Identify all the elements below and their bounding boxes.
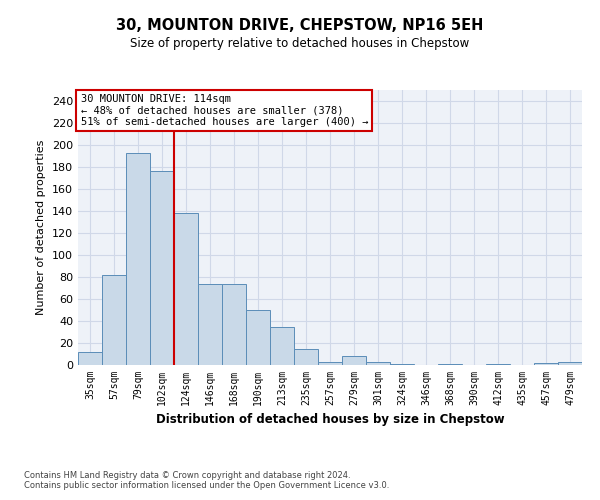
Bar: [294, 348, 318, 365]
Bar: [486, 364, 510, 365]
Bar: [342, 356, 366, 365]
Bar: [438, 364, 462, 365]
Bar: [198, 284, 222, 365]
Bar: [366, 362, 390, 365]
Bar: [534, 363, 558, 365]
Bar: [246, 310, 270, 365]
Bar: [150, 172, 174, 365]
Bar: [126, 152, 150, 365]
Y-axis label: Number of detached properties: Number of detached properties: [37, 140, 46, 315]
Bar: [318, 362, 342, 365]
Bar: [390, 364, 414, 365]
Bar: [102, 275, 126, 365]
Bar: [270, 326, 294, 365]
Bar: [558, 362, 582, 365]
Text: Size of property relative to detached houses in Chepstow: Size of property relative to detached ho…: [130, 38, 470, 51]
Text: 30 MOUNTON DRIVE: 114sqm
← 48% of detached houses are smaller (378)
51% of semi-: 30 MOUNTON DRIVE: 114sqm ← 48% of detach…: [80, 94, 368, 128]
Text: Contains public sector information licensed under the Open Government Licence v3: Contains public sector information licen…: [24, 480, 389, 490]
Bar: [222, 284, 246, 365]
Bar: [78, 352, 102, 365]
X-axis label: Distribution of detached houses by size in Chepstow: Distribution of detached houses by size …: [155, 414, 505, 426]
Text: 30, MOUNTON DRIVE, CHEPSTOW, NP16 5EH: 30, MOUNTON DRIVE, CHEPSTOW, NP16 5EH: [116, 18, 484, 32]
Bar: [174, 213, 198, 365]
Text: Contains HM Land Registry data © Crown copyright and database right 2024.: Contains HM Land Registry data © Crown c…: [24, 470, 350, 480]
